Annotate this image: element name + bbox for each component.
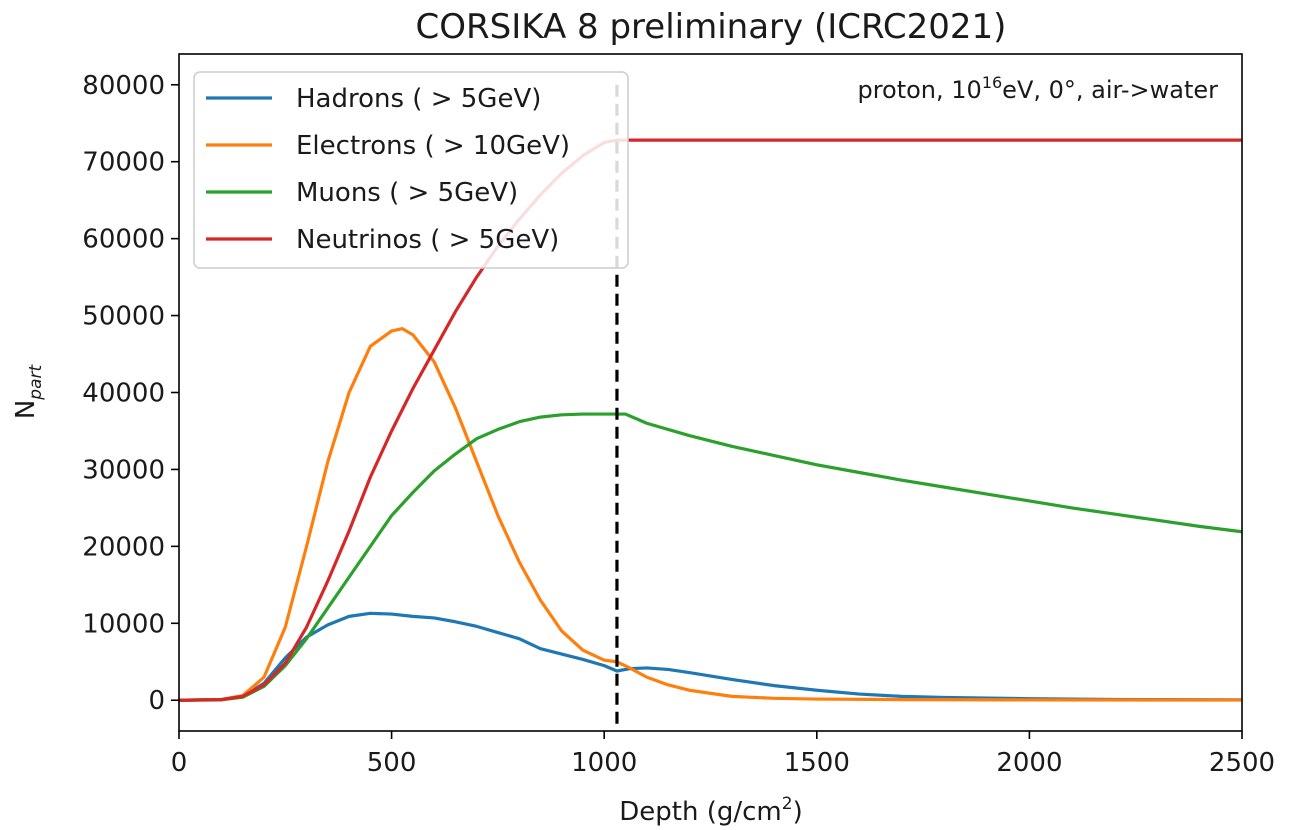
x-tick-label: 1500 <box>784 748 850 778</box>
y-tick-label: 20000 <box>82 532 165 562</box>
legend-label-muons: Muons ( > 5GeV) <box>296 178 518 208</box>
y-tick-label: 80000 <box>82 71 165 101</box>
y-tick-label: 70000 <box>82 148 165 178</box>
series-line-hadrons <box>179 611 1242 702</box>
legend-label-electrons: Electrons ( > 10GeV) <box>296 131 570 161</box>
y-axis-label: Npart <box>11 364 46 420</box>
y-tick-label: 40000 <box>82 379 165 409</box>
x-tick-label: 0 <box>171 748 188 778</box>
x-tick-label: 2000 <box>996 748 1062 778</box>
legend: Hadrons ( > 5GeV) Electrons ( > 10GeV) Muo… <box>193 71 629 269</box>
y-tick-label: 50000 <box>82 302 165 332</box>
chart-title: CORSIKA 8 preliminary (ICRC2021) <box>416 7 1007 47</box>
y-tick-label: 30000 <box>82 455 165 485</box>
legend-box <box>193 71 629 269</box>
legend-label-neutrinos: Neutrinos ( > 5GeV) <box>296 225 559 255</box>
series-line-muons <box>179 412 1242 702</box>
x-tick-label: 2500 <box>1209 748 1275 778</box>
series-line-electrons <box>179 327 1242 702</box>
y-tick-label: 60000 <box>82 225 165 255</box>
ticks-layer: 0 500 1000 1500 2000 2500 0 10000 20000 30000 4000… <box>82 71 1275 778</box>
y-tick-label: 0 <box>148 686 165 716</box>
x-axis-label: Depth (g/cm2) <box>619 794 802 827</box>
x-tick-label: 1000 <box>571 748 637 778</box>
chart-annotation: proton, 1016eV, 0°, air->water <box>857 73 1218 104</box>
x-tick-label: 500 <box>367 748 417 778</box>
y-tick-label: 10000 <box>82 609 165 639</box>
legend-label-hadrons: Hadrons ( > 5GeV) <box>296 84 541 114</box>
